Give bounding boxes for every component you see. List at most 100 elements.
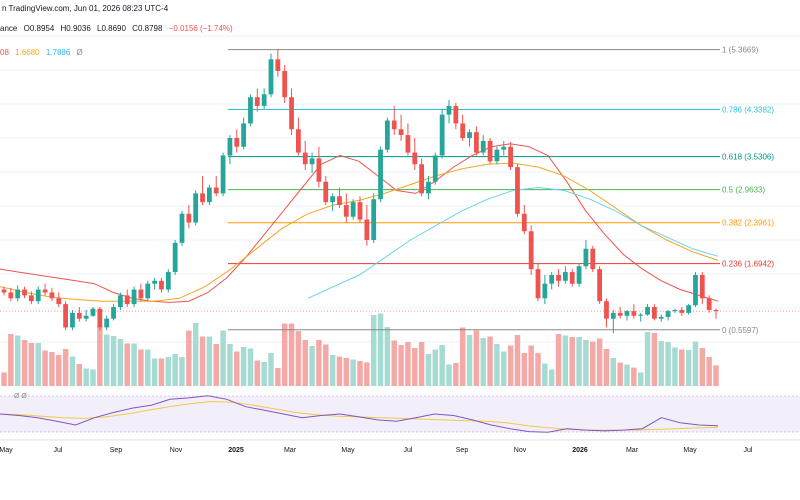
volume-bar [254, 360, 261, 386]
candle-body [542, 283, 548, 299]
rsi-panel [0, 395, 800, 433]
candle-body [76, 312, 82, 319]
ma-short-line [0, 143, 719, 303]
candle-body [521, 213, 527, 232]
candle-body [651, 307, 657, 319]
volume-bar [268, 353, 274, 386]
x-tick-label: Jul [404, 447, 413, 454]
candle-body [487, 140, 493, 162]
volume-bar [336, 356, 343, 386]
candle-body [275, 59, 281, 71]
candle-body [610, 312, 616, 319]
volume-bar [124, 343, 130, 386]
volume-bar [192, 323, 199, 386]
volume-bar [76, 364, 83, 386]
open-value: O0.8954 [23, 24, 55, 33]
candle-body [241, 123, 247, 147]
candle-body [56, 298, 62, 305]
volume-bar [398, 345, 404, 386]
candle-body [604, 301, 609, 319]
volume-bar [14, 335, 21, 386]
candle-body [501, 146, 507, 150]
candle-body [638, 314, 644, 316]
candle-body [343, 205, 349, 217]
candle-body [337, 196, 342, 206]
volume-bar [309, 346, 315, 386]
volume-bar [234, 351, 240, 386]
volume-bar [316, 340, 322, 386]
candle-body [665, 311, 671, 317]
volume-bar [501, 351, 507, 386]
volume-bar [323, 344, 329, 386]
x-tick-label: May [683, 447, 697, 454]
ma-empty-value: Ø [76, 48, 83, 57]
candle-body [97, 308, 103, 328]
rsi-background [0, 396, 800, 432]
volume-bar [28, 343, 35, 386]
candle-body [138, 289, 144, 299]
candle-body [658, 316, 664, 319]
ma-line: 08 1.6680 1.7886 Ø [0, 48, 87, 57]
candle-body [528, 231, 534, 270]
volume-bar [507, 345, 514, 386]
candle-body [22, 289, 27, 296]
candle-body [330, 196, 336, 203]
x-tick-label: Sep [456, 447, 469, 454]
candle-body [248, 97, 253, 124]
volume-bar [432, 349, 439, 386]
ma-short-value: 08 [0, 48, 9, 57]
volume-bar [302, 340, 308, 386]
volume-bar [658, 341, 664, 386]
candle-body [562, 272, 568, 281]
candle-body [460, 123, 466, 138]
candle-body [576, 266, 582, 284]
volume-bar [186, 330, 192, 386]
candle-body [446, 105, 452, 115]
volume-bar [555, 334, 562, 386]
candle-body [419, 164, 425, 194]
candle-body [254, 97, 260, 106]
ma-long-line [307, 186, 719, 299]
close-value: C0.8798 [132, 24, 163, 33]
volume-bar [21, 340, 28, 386]
x-tick-label: Jul [54, 447, 63, 454]
volume-bar [446, 364, 452, 386]
candle-body [83, 315, 89, 319]
volume-bar [288, 323, 295, 386]
candle-body [405, 135, 411, 153]
candle-body [15, 289, 21, 299]
volume-bar [35, 343, 41, 386]
volume-bar [117, 339, 124, 386]
volume-bar [713, 365, 719, 386]
x-tick-label: Nov [514, 447, 527, 454]
candle-body [597, 269, 603, 302]
volume-bar [459, 327, 466, 386]
candle-body [213, 187, 219, 194]
volume-bar [42, 350, 48, 386]
volume-bar [1, 372, 7, 386]
volume-bar [425, 354, 432, 386]
candle-body [63, 304, 69, 328]
volume-bar [494, 344, 500, 386]
candle-body [145, 283, 151, 299]
ma-mid-line [0, 162, 719, 302]
candle-body [200, 193, 205, 203]
volume-bar [418, 342, 425, 386]
candle-body [480, 140, 486, 153]
candle-body [631, 311, 637, 316]
volume-bar [377, 313, 384, 386]
volume-bar [357, 361, 363, 386]
candle-body [309, 158, 315, 165]
candle-body [42, 289, 48, 293]
volume-bar [562, 335, 569, 386]
candle-body [706, 298, 712, 310]
candle-body [412, 152, 418, 165]
volume-bar [247, 348, 254, 386]
candle-body [473, 132, 479, 153]
volume-bar [8, 334, 14, 386]
fib-label: 0 (0.5597) [722, 326, 759, 335]
fib-label: 1 (5.3669) [722, 46, 759, 55]
candle-body [693, 274, 698, 306]
rsi-label: Ø Ø [14, 393, 27, 400]
